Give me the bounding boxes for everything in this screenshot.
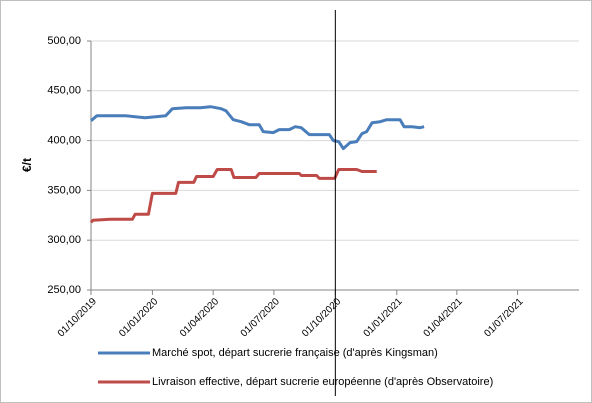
- y-tick-label: 250,00: [47, 284, 81, 296]
- y-tick-label: 500,00: [47, 35, 81, 47]
- series-line: [89, 168, 377, 224]
- y-tick-label: 400,00: [47, 135, 81, 147]
- y-axis-label: €/t: [20, 158, 34, 172]
- y-tick-label: 450,00: [47, 85, 81, 97]
- y-tick-label: 350,00: [47, 184, 81, 196]
- series-line: [90, 105, 425, 151]
- legend-label: Livraison effective, départ sucrerie eur…: [152, 376, 493, 388]
- y-tick-label: 300,00: [47, 234, 81, 246]
- legend-label: Marché spot, départ sucrerie française (…: [152, 347, 438, 359]
